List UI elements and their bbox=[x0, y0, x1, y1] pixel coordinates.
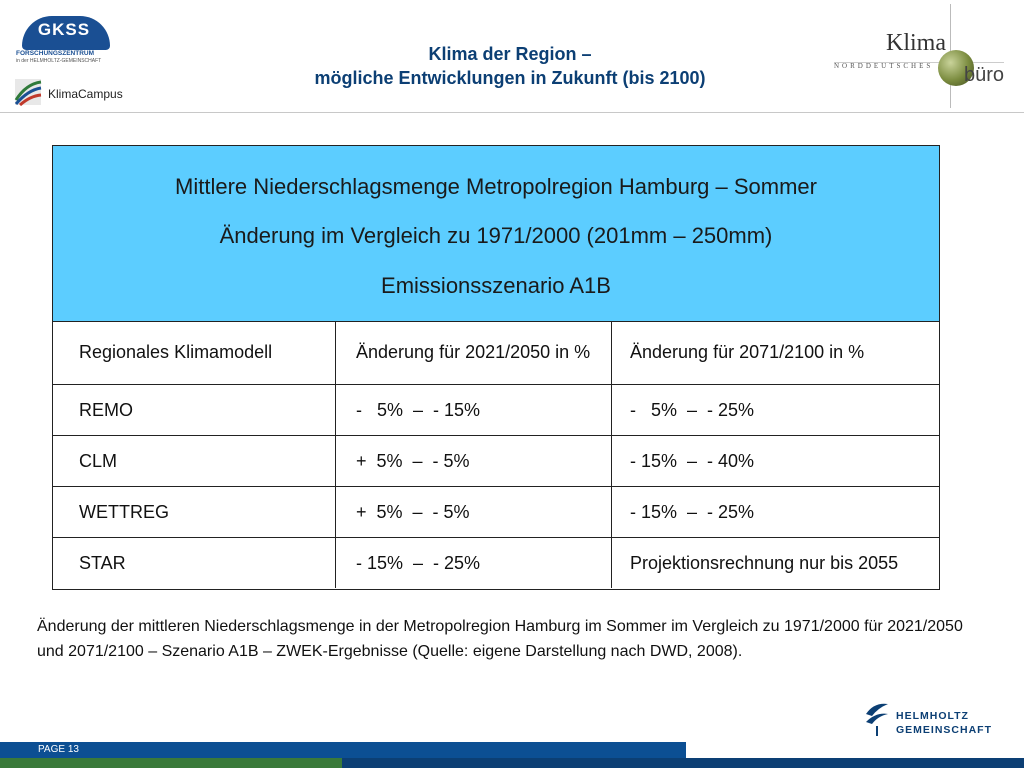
table-cell-2071-2100: - 15% – - 40% bbox=[630, 450, 755, 471]
column-header-2071-2100: Änderung für 2071/2100 in % bbox=[630, 342, 865, 362]
table-row: CLM + 5% – - 5% - 15% – - 40% bbox=[53, 436, 939, 487]
gkss-logo: GKSS FORSCHUNGSZENTRUM in der HELMHOLTZ-… bbox=[14, 12, 114, 66]
table-caption-line1: Änderung der mittleren Niederschlagsmeng… bbox=[37, 618, 963, 635]
helmholtz-label-line1: HELMHOLTZ bbox=[896, 710, 969, 722]
footer-bar-green bbox=[0, 758, 342, 768]
klimacampus-icon bbox=[14, 79, 42, 107]
table-heading-line3: Emissionsszenario A1B bbox=[381, 273, 611, 298]
table-cell-2021-2050: + 5% – - 5% bbox=[336, 487, 612, 537]
table-caption: Änderung der mittleren Niederschlagsmeng… bbox=[37, 614, 997, 664]
helmholtz-label: HELMHOLTZ GEMEINSCHAFT bbox=[896, 709, 992, 737]
header-divider bbox=[0, 112, 1024, 113]
helmholtz-logo: HELMHOLTZ GEMEINSCHAFT bbox=[864, 700, 994, 744]
helmholtz-icon bbox=[866, 703, 888, 736]
table-heading-line2: Änderung im Vergleich zu 1971/2000 (201m… bbox=[219, 223, 773, 248]
page-number: PAGE 13 bbox=[38, 744, 79, 755]
gkss-logo-subtitle: FORSCHUNGSZENTRUM bbox=[16, 50, 94, 57]
page-title-line2: mögliche Entwicklungen in Zukunft (bis 2… bbox=[314, 68, 706, 88]
table-row: REMO - 5% – - 15% - 5% – - 25% bbox=[53, 385, 939, 436]
footer-bar-blue bbox=[0, 742, 686, 758]
table-cell-2071-2100: - 15% – - 25% bbox=[630, 501, 755, 522]
klimacampus-logo: KlimaCampus bbox=[14, 78, 144, 108]
table-cell-2021-2050: - 5% – - 15% bbox=[336, 385, 612, 435]
klimabuero-logo-norddeutsches: NORDDEUTSCHES bbox=[834, 62, 934, 70]
table-row: WETTREG + 5% – - 5% - 15% – - 25% bbox=[53, 487, 939, 538]
table-cell-2021-2050: + 5% – - 5% bbox=[336, 436, 612, 486]
page-title: Klima der Region – mögliche Entwicklunge… bbox=[230, 42, 790, 90]
table-heading-line1: Mittlere Niederschlagsmenge Metropolregi… bbox=[175, 174, 817, 199]
table-cell-model: STAR bbox=[53, 538, 336, 588]
table-cell-2071-2100: Projektionsrechnung nur bis 2055 bbox=[630, 552, 899, 573]
klimacampus-label: KlimaCampus bbox=[48, 87, 123, 101]
klimabuero-logo: Klima NORDDEUTSCHES büro bbox=[834, 4, 1014, 108]
page-title-line1: Klima der Region – bbox=[428, 44, 592, 64]
footer-bar-navy bbox=[342, 758, 1024, 768]
klimabuero-logo-horizontal-line bbox=[834, 62, 1004, 63]
table-cell-model: REMO bbox=[53, 385, 336, 435]
table-cell-model: WETTREG bbox=[53, 487, 336, 537]
table-caption-line2: und 2071/2100 – Szenario A1B – ZWEK-Erge… bbox=[37, 643, 743, 660]
table-body: Regionales Klimamodell Änderung für 2021… bbox=[53, 321, 939, 588]
data-table: Mittlere Niederschlagsmenge Metropolregi… bbox=[52, 145, 940, 590]
table-heading: Mittlere Niederschlagsmenge Metropolregi… bbox=[53, 146, 939, 322]
table-cell-2021-2050: - 15% – - 25% bbox=[336, 538, 612, 588]
table-header-row: Regionales Klimamodell Änderung für 2021… bbox=[53, 321, 939, 385]
table-row: STAR - 15% – - 25% Projektionsrechnung n… bbox=[53, 538, 939, 588]
klimabuero-logo-klima: Klima bbox=[886, 30, 946, 56]
gkss-logo-arc bbox=[22, 16, 110, 50]
column-header-2021-2050: Änderung für 2021/2050 in % bbox=[336, 321, 612, 384]
gkss-logo-tagline: in der HELMHOLTZ-GEMEINSCHAFT bbox=[16, 58, 102, 64]
klimabuero-logo-buero: büro bbox=[964, 64, 1005, 86]
gkss-logo-text: GKSS bbox=[37, 20, 91, 39]
table-cell-2071-2100: - 5% – - 25% bbox=[630, 399, 755, 420]
globe-icon bbox=[938, 50, 974, 86]
helmholtz-label-line2: GEMEINSCHAFT bbox=[896, 724, 992, 736]
column-header-model: Regionales Klimamodell bbox=[53, 321, 336, 384]
table-cell-model: CLM bbox=[53, 436, 336, 486]
